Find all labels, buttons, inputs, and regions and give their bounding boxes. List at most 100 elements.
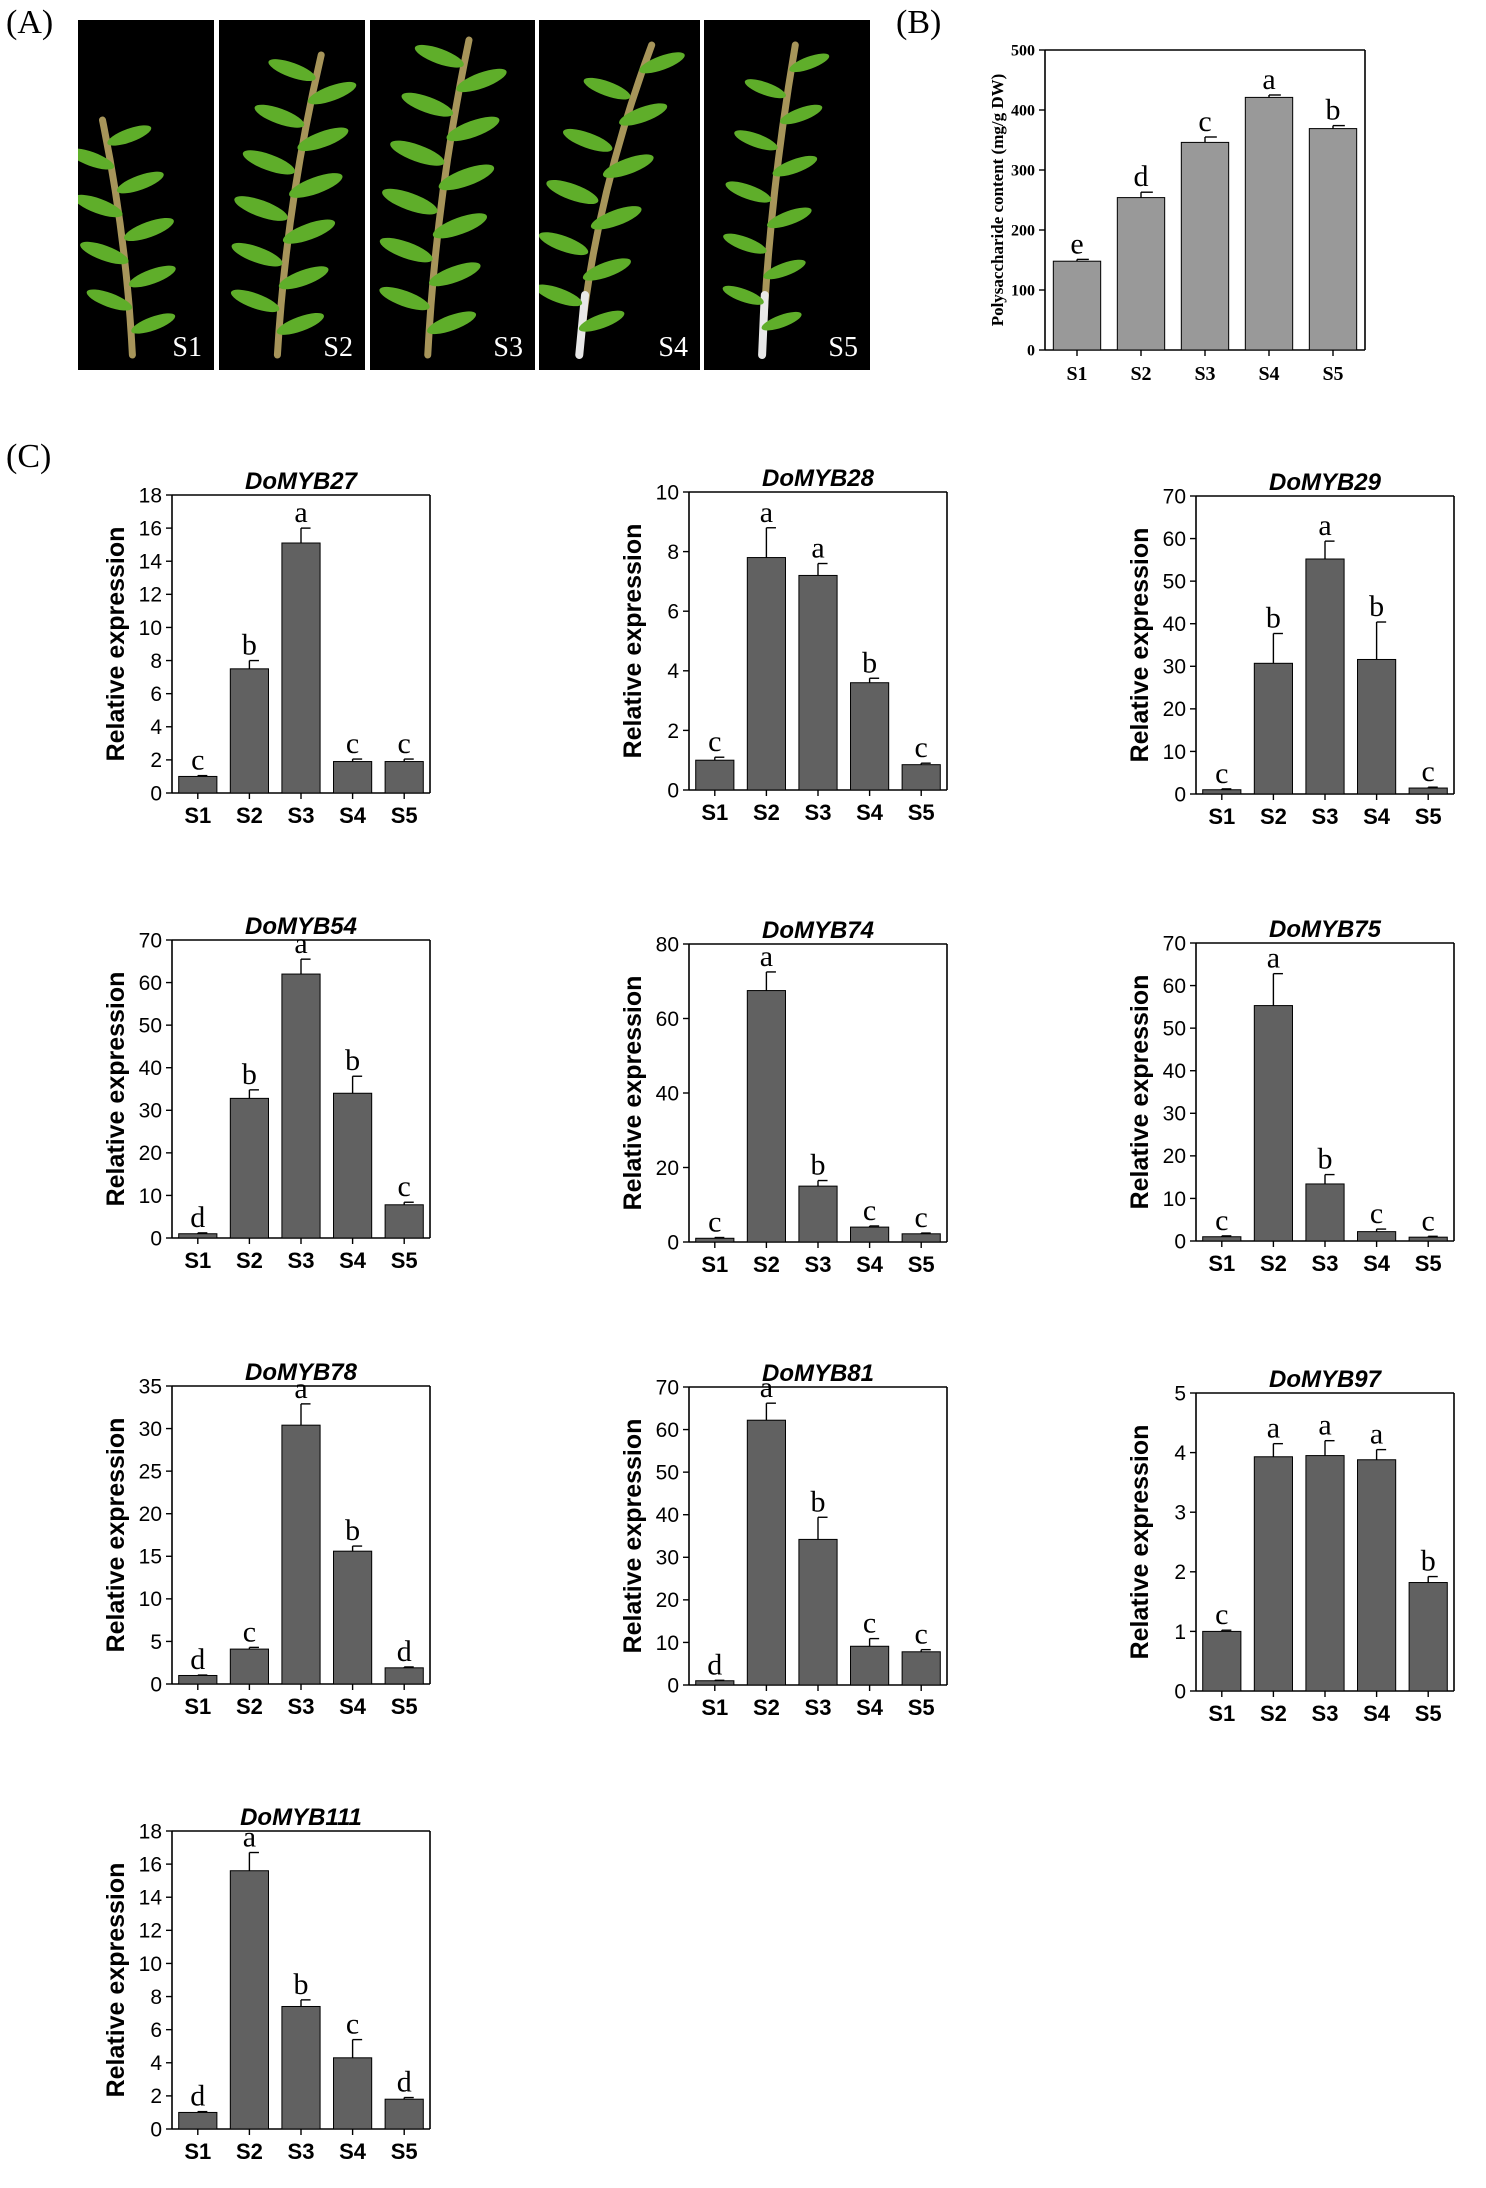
x-category-label: S5 [1415, 804, 1442, 829]
y-tick-label: 60 [656, 1419, 679, 1442]
plant-leaf [734, 130, 778, 151]
y-tick-label: 4 [150, 716, 162, 739]
significance-letter: c [1215, 1204, 1228, 1237]
y-tick-label: 4 [667, 660, 679, 683]
chart-title: DoMYB97 [1269, 1366, 1383, 1393]
x-category-label: S2 [1130, 363, 1151, 385]
y-tick-label: 0 [667, 1231, 679, 1254]
bar-s2 [229, 1648, 269, 1685]
plant-illustration [379, 36, 507, 359]
y-tick-label: 0 [1174, 1680, 1186, 1703]
bar-s1 [178, 775, 218, 794]
x-category-label: S5 [391, 803, 418, 828]
x-category-label: S2 [1260, 1701, 1287, 1726]
y-tick-label: 30 [1163, 1103, 1186, 1126]
x-category-label: S4 [856, 800, 884, 825]
chart-title: DoMYB29 [1269, 469, 1382, 496]
significance-letter: b [242, 629, 257, 662]
photo-label: S2 [323, 332, 353, 363]
x-category-label: S1 [1066, 363, 1087, 385]
bar-s3 [1305, 1183, 1345, 1242]
plant-leaf [276, 312, 324, 335]
y-tick-label: 6 [667, 601, 679, 624]
bar-s3 [798, 574, 838, 791]
x-category-label: S5 [391, 1694, 418, 1719]
y-tick-label: 20 [1163, 698, 1186, 721]
plant-leaf [128, 265, 176, 288]
significance-letter: c [1370, 1197, 1383, 1230]
significance-letter: a [1318, 1409, 1331, 1442]
bar-s3 [798, 1185, 838, 1243]
y-tick-label: 2 [667, 720, 679, 743]
panel-c-label: (C) [6, 438, 52, 475]
y-tick-label: 0 [150, 2118, 162, 2141]
bar-s1 [178, 1674, 218, 1685]
significance-letter: b [242, 1058, 257, 1091]
y-tick-label: 10 [656, 481, 679, 504]
plant-leaf [254, 104, 305, 128]
y-tick-label: 20 [139, 1503, 162, 1526]
significance-letter: c [708, 1206, 721, 1239]
y-tick-label: 8 [150, 1986, 162, 2009]
plant-leaf [639, 52, 685, 74]
chart-title: DoMYB27 [245, 468, 359, 495]
x-category-label: S1 [184, 803, 211, 828]
significance-letter: b [1369, 590, 1384, 623]
bar-s4 [850, 1226, 890, 1243]
x-category-label: S5 [1415, 1251, 1442, 1276]
x-category-label: S3 [805, 800, 832, 825]
plant-stem [273, 51, 325, 359]
bar-s4 [1244, 96, 1294, 351]
y-tick-label: 20 [1163, 1145, 1186, 1168]
y-tick-label: 10 [139, 1953, 162, 1976]
x-category-label: S3 [805, 1695, 832, 1720]
plant-leaf [546, 179, 599, 205]
y-tick-label: 4 [150, 2052, 162, 2075]
significance-letter: c [346, 2008, 359, 2041]
y-tick-label: 0 [667, 779, 679, 802]
y-axis-label: Relative expression [1126, 528, 1154, 763]
plant-photo-s4: S4 [539, 20, 700, 370]
significance-letter: b [345, 1514, 360, 1547]
y-tick-label: 0 [150, 782, 162, 805]
significance-letter: c [1198, 105, 1211, 138]
x-category-label: S4 [1363, 804, 1391, 829]
bar-s2 [1253, 662, 1293, 795]
bar-s5 [901, 764, 941, 791]
bar-s1 [1052, 260, 1102, 351]
bar-s2 [1253, 1005, 1293, 1242]
y-tick-label: 0 [150, 1227, 162, 1250]
y-tick-label: 30 [1163, 656, 1186, 679]
y-tick-label: 5 [1174, 1382, 1186, 1405]
y-tick-label: 40 [656, 1504, 679, 1527]
significance-letter: e [1070, 227, 1083, 260]
significance-letter: a [1267, 1412, 1280, 1445]
y-tick-label: 12 [139, 584, 162, 607]
plant-leaf [78, 194, 123, 218]
plant-leaf [779, 104, 823, 125]
significance-letter: d [397, 2066, 412, 2099]
y-tick-label: 20 [139, 1142, 162, 1165]
x-category-label: S2 [753, 800, 780, 825]
y-tick-label: 18 [139, 484, 162, 507]
plant-leaf [578, 310, 625, 332]
plant-leaf [725, 181, 772, 203]
x-category-label: S3 [1312, 804, 1339, 829]
significance-letter: b [1326, 94, 1341, 127]
x-category-label: S3 [288, 1694, 315, 1719]
y-axis-label: Relative expression [102, 1863, 130, 2098]
bar-s3 [281, 973, 321, 1239]
significance-letter: d [190, 1201, 205, 1234]
y-tick-label: 4 [1174, 1442, 1186, 1465]
chart-title: DoMYB111 [240, 1804, 362, 1831]
bar-s4 [1357, 658, 1397, 795]
x-category-label: S3 [1194, 363, 1215, 385]
x-category-label: S4 [856, 1252, 884, 1277]
significance-letter: a [811, 532, 824, 565]
bar-s1 [1202, 1236, 1242, 1242]
y-tick-label: 16 [139, 517, 162, 540]
significance-letter: a [294, 496, 307, 529]
plant-leaf [772, 155, 818, 177]
y-axis-label: Relative expression [1126, 975, 1154, 1210]
plant-leaf [722, 285, 764, 305]
